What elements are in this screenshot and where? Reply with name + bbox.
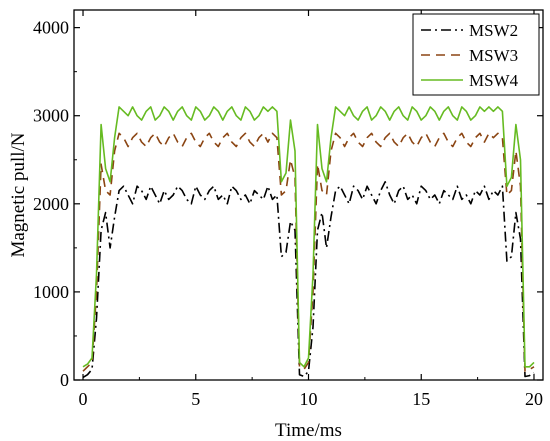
legend: MSW2 MSW3 MSW4 — [412, 13, 540, 96]
y-tick-label: 0 — [60, 370, 69, 390]
x-tick-label: 10 — [300, 389, 318, 409]
x-tick-label: 0 — [79, 389, 88, 409]
series-layer — [82, 106, 535, 379]
legend-label-msw4: MSW4 — [469, 71, 519, 90]
legend-label-msw2: MSW2 — [469, 21, 518, 40]
series-line-msw2 — [82, 181, 535, 379]
x-axis-label: Time/ms — [275, 420, 342, 441]
legend-label-msw3: MSW3 — [469, 46, 518, 65]
y-tick-label: 3000 — [33, 106, 69, 126]
x-tick-label: 5 — [191, 389, 200, 409]
y-tick-label: 4000 — [33, 18, 69, 38]
series-line-msw3 — [82, 132, 535, 373]
x-tick-label: 20 — [525, 389, 543, 409]
y-axis-label: Magnetic pull/N — [8, 132, 29, 257]
series-line-msw4 — [82, 106, 535, 368]
legend-box — [412, 13, 540, 96]
y-tick-label: 2000 — [33, 194, 69, 214]
y-tick-label: 1000 — [33, 282, 69, 302]
ticks-layer: 0 5 10 15 20 0 1000 2000 3000 4000 — [33, 10, 543, 409]
x-tick-label: 15 — [412, 389, 430, 409]
